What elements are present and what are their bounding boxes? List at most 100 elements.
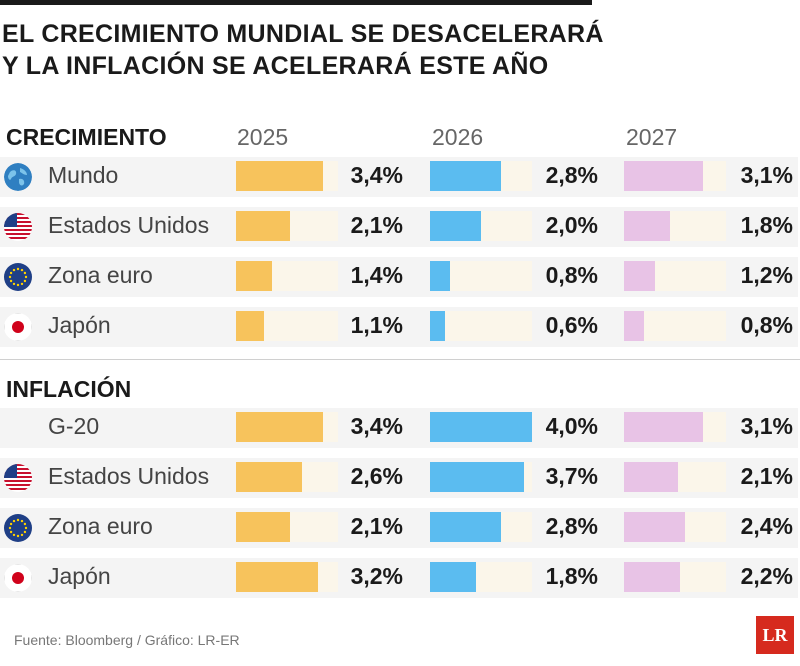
bar-track	[624, 562, 726, 592]
bar-track	[624, 512, 726, 542]
table-row: Zona euro 1,4% 0,8% 1,2%	[0, 253, 800, 301]
year-header-2026: 2026	[432, 124, 484, 150]
value-label-2026: 3,7%	[545, 463, 598, 489]
bar-2027	[624, 462, 678, 492]
bar-2027	[624, 562, 680, 592]
year-header-2027: 2027	[626, 124, 678, 150]
value-label-2026: 1,8%	[545, 563, 598, 589]
category-label: Estados Unidos	[48, 463, 210, 489]
bar-2026	[430, 161, 501, 191]
table-row: Estados Unidos 2,6% 3,7% 2,1%	[0, 454, 800, 502]
bar-track	[236, 462, 338, 492]
table-row: Mundo 3,4% 2,8% 3,1%	[0, 153, 800, 201]
bar-track	[430, 211, 532, 241]
table-row: G-20 3,4% 4,0% 3,1%	[0, 404, 800, 452]
top-rule	[0, 0, 592, 5]
category-label: Zona euro	[48, 262, 153, 288]
value-label-2025: 1,4%	[350, 262, 403, 288]
bar-2025	[236, 161, 323, 191]
globe-icon	[4, 163, 32, 191]
table-row: Estados Unidos 2,1% 2,0% 1,8%	[0, 203, 800, 251]
value-label-2025: 3,4%	[350, 162, 403, 188]
bar-track	[430, 311, 532, 341]
value-label-2026: 2,8%	[545, 513, 598, 539]
bar-track	[624, 412, 726, 442]
section-title-growth: CRECIMIENTO	[6, 124, 167, 150]
japan-flag-icon	[4, 313, 32, 341]
value-label-2027: 2,4%	[740, 513, 793, 539]
bar-2025	[236, 311, 264, 341]
bar-track	[624, 261, 726, 291]
bar-track	[430, 161, 532, 191]
value-label-2027: 1,2%	[740, 262, 793, 288]
value-label-2027: 1,8%	[740, 212, 793, 238]
bar-track	[430, 562, 532, 592]
bar-track	[430, 512, 532, 542]
bar-track	[236, 211, 338, 241]
bar-2027	[624, 512, 685, 542]
value-label-2026: 2,8%	[545, 162, 598, 188]
bar-2026	[430, 462, 524, 492]
value-label-2027: 2,1%	[740, 463, 793, 489]
bar-2025	[236, 211, 290, 241]
bar-2025	[236, 512, 290, 542]
bar-2025	[236, 412, 323, 442]
bar-track	[624, 462, 726, 492]
value-label-2027: 3,1%	[740, 162, 793, 188]
value-label-2025: 2,6%	[350, 463, 403, 489]
bar-2026	[430, 211, 481, 241]
table-row: Japón 3,2% 1,8% 2,2%	[0, 554, 800, 602]
value-label-2026: 2,0%	[545, 212, 598, 238]
value-label-2027: 0,8%	[740, 312, 793, 338]
bar-2025	[236, 261, 272, 291]
table-row: Zona euro 2,1% 2,8% 2,4%	[0, 504, 800, 552]
bar-track	[236, 412, 338, 442]
bar-track	[430, 412, 532, 442]
chart-title-line-1: EL CRECIMIENTO MUNDIAL SE DESACELERARÁ	[2, 20, 604, 48]
bar-2027	[624, 412, 703, 442]
bar-track	[430, 462, 532, 492]
bar-track	[236, 261, 338, 291]
bar-track	[236, 512, 338, 542]
value-label-2025: 2,1%	[350, 212, 403, 238]
bar-2026	[430, 261, 450, 291]
value-label-2026: 0,6%	[545, 312, 598, 338]
value-label-2026: 0,8%	[545, 262, 598, 288]
value-label-2025: 3,2%	[350, 563, 403, 589]
bar-2026	[430, 512, 501, 542]
bar-2027	[624, 211, 670, 241]
value-label-2025: 2,1%	[350, 513, 403, 539]
bar-2025	[236, 562, 318, 592]
bar-2026	[430, 412, 532, 442]
us-flag-icon	[4, 464, 32, 492]
section-title-inflation: INFLACIÓN	[6, 376, 132, 402]
section-divider	[0, 359, 800, 360]
bar-2027	[624, 311, 644, 341]
bar-2025	[236, 462, 302, 492]
source-note: Fuente: Bloomberg / Gráfico: LR-ER	[14, 632, 240, 648]
table-row: Japón 1,1% 0,6% 0,8%	[0, 303, 800, 351]
value-label-2027: 3,1%	[740, 413, 793, 439]
japan-flag-icon	[4, 564, 32, 592]
bar-track	[430, 261, 532, 291]
category-label: Estados Unidos	[48, 212, 210, 238]
bar-2027	[624, 261, 655, 291]
category-label: G-20	[48, 413, 100, 439]
value-label-2027: 2,2%	[740, 563, 793, 589]
bar-track	[236, 311, 338, 341]
lr-logo: LR	[756, 616, 794, 654]
bar-2026	[430, 562, 476, 592]
bar-2027	[624, 161, 703, 191]
value-label-2025: 3,4%	[350, 413, 403, 439]
year-header-2025: 2025	[237, 124, 289, 150]
bar-track	[624, 311, 726, 341]
value-label-2026: 4,0%	[545, 413, 598, 439]
value-label-2025: 1,1%	[350, 312, 403, 338]
category-label: Japón	[48, 312, 111, 338]
bar-track	[624, 211, 726, 241]
us-flag-icon	[4, 213, 32, 241]
category-label: Zona euro	[48, 513, 153, 539]
bar-2026	[430, 311, 445, 341]
chart-title-line-2: Y LA INFLACIÓN SE ACELERARÁ ESTE AÑO	[2, 52, 549, 80]
eu-flag-icon	[4, 263, 32, 291]
